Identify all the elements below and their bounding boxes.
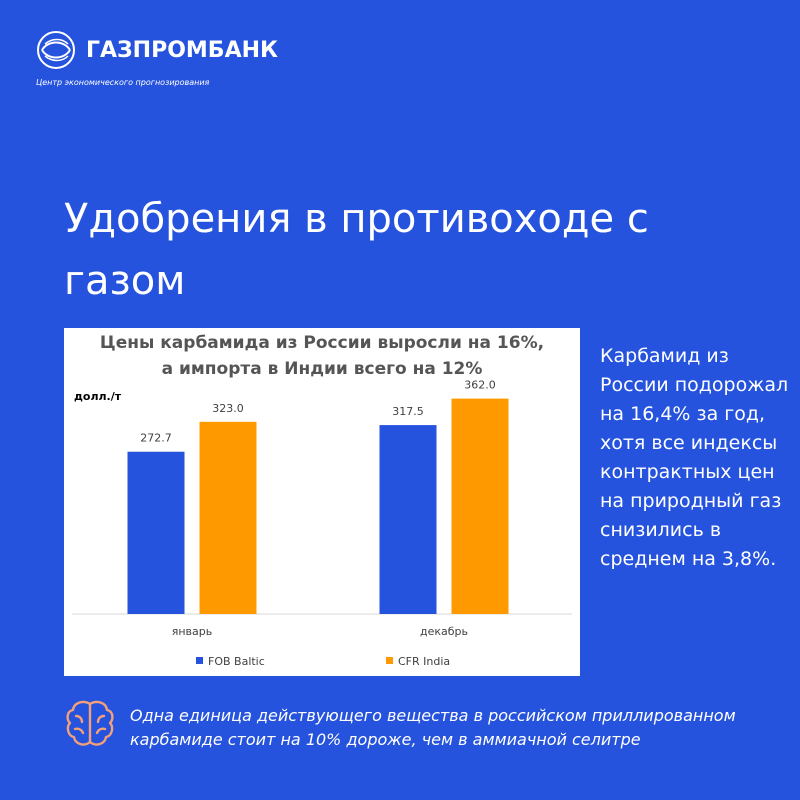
bar-fob-0 [127,451,185,614]
brand-logo-row: ГАЗПРОМБАНК [36,30,278,70]
page-title: Удобрения в противоходе с газом [64,196,649,304]
brand-subtitle: Центр экономического прогнозирования [36,78,210,87]
bar-fob-1 [379,425,437,614]
bar-chart: Цены карбамида из России выросли на 16%,… [72,333,572,668]
bar-value-label: 362.0 [464,379,496,392]
gazprombank-logo-icon [37,31,75,69]
footnote: Одна единица действующего вещества в рос… [130,706,736,749]
brand-name: ГАЗПРОМБАНК [86,37,278,63]
legend-label: FOB Baltic [208,655,265,668]
chart-y-label: долл./т [74,390,122,403]
legend-label: CFR India [398,655,450,668]
legend-swatch [386,657,393,664]
legend-swatch [196,657,203,664]
bar-value-label: 323.0 [212,402,244,415]
bar-value-label: 272.7 [140,432,172,445]
category-tick-label: январь [172,625,213,638]
side-commentary: Карбамид из России подорожал на 16,4% за… [600,345,789,570]
bar-cfr-1 [451,398,509,614]
brand-block: ГАЗПРОМБАНК Центр экономического прогноз… [36,30,278,87]
chart-title-line-1: Цены карбамида из России выросли на 16%, [100,333,544,353]
bar-value-label: 317.5 [392,405,424,418]
brain-icon [66,700,114,746]
chart-title-line-2: а импорта в Индии всего на 12% [162,359,483,379]
chart-card: Цены карбамида из России выросли на 16%,… [64,328,580,676]
bar-cfr-0 [199,421,257,614]
category-tick-label: декабрь [420,625,468,638]
